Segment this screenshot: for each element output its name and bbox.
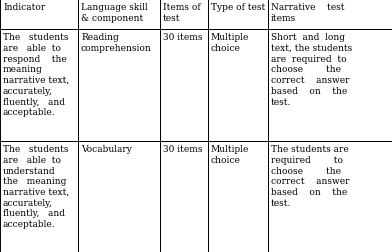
Text: Reading
comprehension: Reading comprehension [81, 33, 152, 52]
Text: The   students
are   able  to
understand
the   meaning
narrative text,
accuratel: The students are able to understand the … [3, 144, 69, 228]
Text: Narrative    test
items: Narrative test items [271, 3, 345, 23]
Bar [0, 30, 78, 141]
Text: 30 items: 30 items [163, 33, 203, 42]
Bar [78, 141, 160, 252]
Bar [160, 30, 208, 141]
Bar [78, 0, 160, 30]
Bar [0, 141, 78, 252]
Bar [0, 0, 78, 30]
Bar [268, 141, 392, 252]
Bar [160, 141, 208, 252]
Text: Vocabulary: Vocabulary [81, 144, 132, 153]
Bar [160, 0, 208, 30]
Text: Indicator: Indicator [3, 3, 45, 12]
Bar [208, 141, 268, 252]
Text: Type of test: Type of test [211, 3, 265, 12]
Bar [78, 30, 160, 141]
Bar [208, 0, 268, 30]
Bar [268, 30, 392, 141]
Text: Items of
test: Items of test [163, 3, 201, 23]
Text: Language skill
& component: Language skill & component [81, 3, 148, 23]
Bar [268, 0, 392, 30]
Text: The   students
are   able  to
respond    the
meaning
narrative text,
accurately,: The students are able to respond the mea… [3, 33, 69, 117]
Text: Short  and  long
text, the students
are  required  to
choose        the
correct : Short and long text, the students are re… [271, 33, 352, 106]
Text: Multiple
choice: Multiple choice [211, 33, 249, 52]
Bar [208, 30, 268, 141]
Text: The students are
required        to
choose        the
correct    answer
based   : The students are required to choose the … [271, 144, 350, 207]
Text: 30 items: 30 items [163, 144, 203, 153]
Text: Multiple
choice: Multiple choice [211, 144, 249, 164]
